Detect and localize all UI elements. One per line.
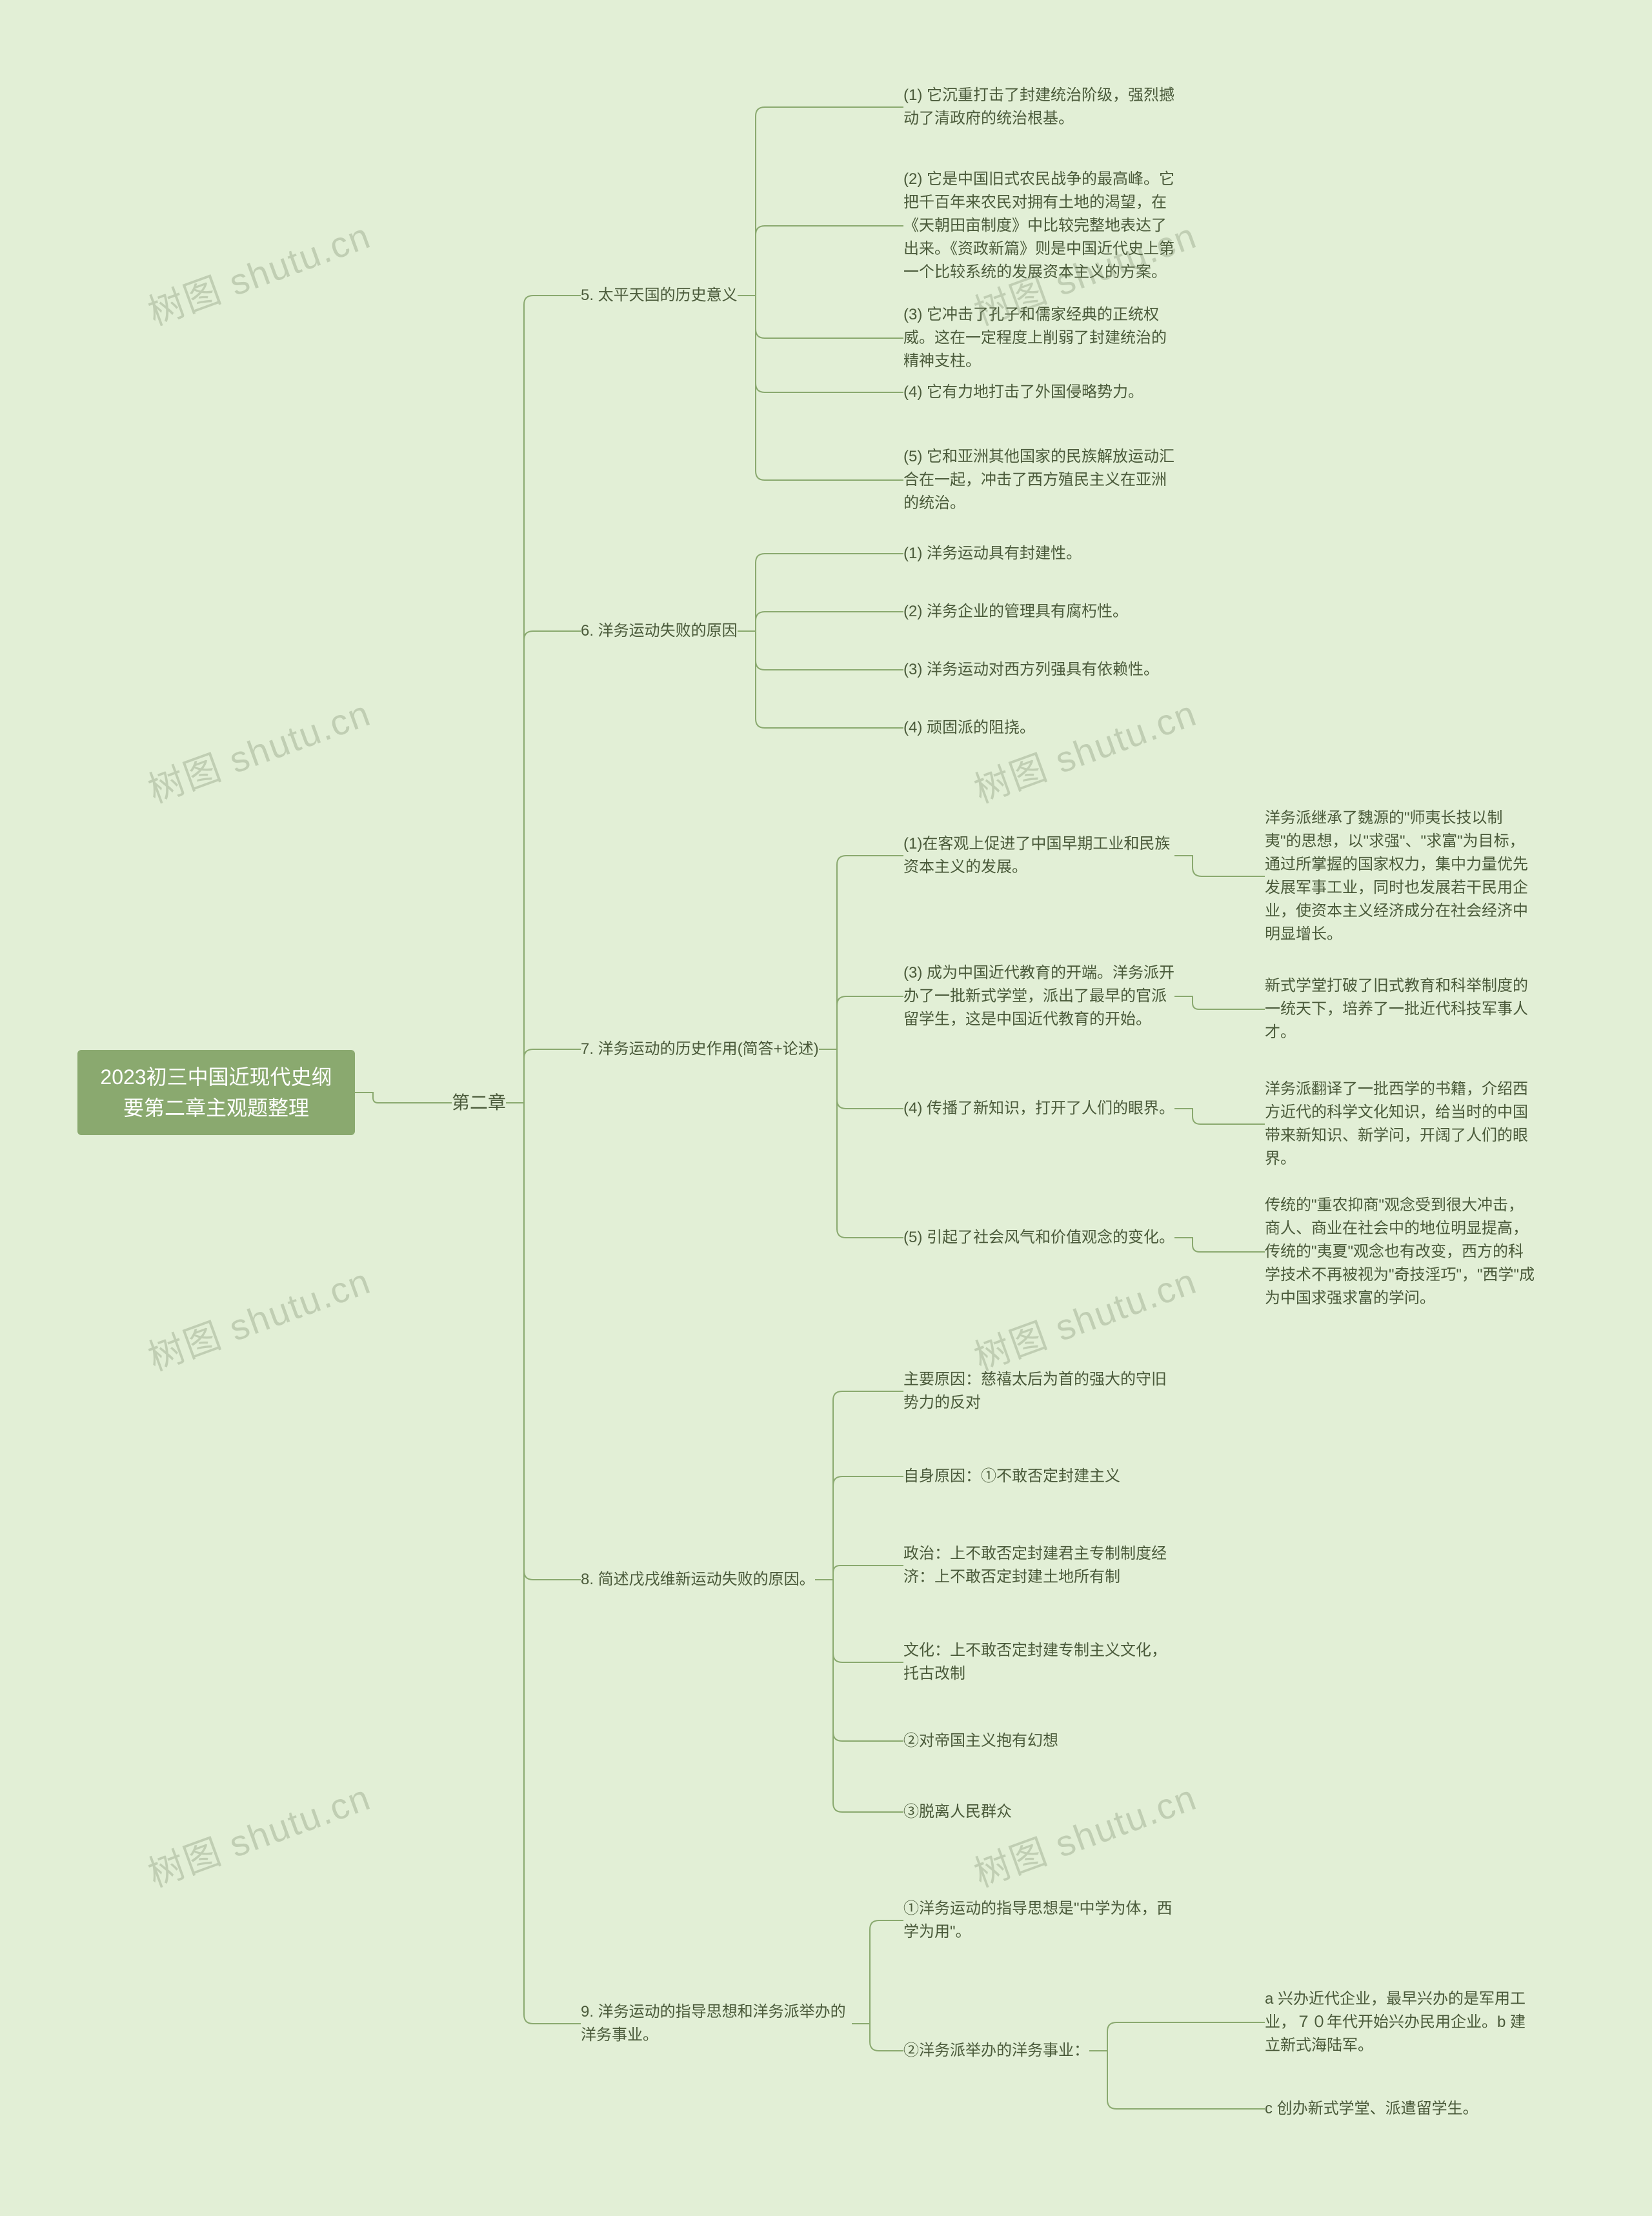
- root-text: 2023初三中国近现代史纲要第二章主观题整理: [100, 1065, 332, 1120]
- watermark: 树图 shutu.cn: [140, 1253, 377, 1382]
- leaf-t7_4: (4) 传播了新知识，打开了人们的眼界。: [903, 1097, 1174, 1120]
- leaf-t8_5: ②对帝国主义抱有幻想: [903, 1729, 1058, 1753]
- leaf-t5_2: (2) 它是中国旧式农民战争的最高峰。它把千百年来农民对拥有土地的渴望，在《天朝…: [903, 168, 1174, 284]
- leaf-t9_1: ①洋务运动的指导思想是"中学为体，西学为用"。: [903, 1897, 1174, 1944]
- leaf-t8_6: ③脱离人民群众: [903, 1800, 1012, 1824]
- leaf-t5_4: (4) 它有力地打击了外国侵略势力。: [903, 381, 1143, 404]
- watermark: 树图 shutu.cn: [966, 1769, 1203, 1898]
- topic-t7: 7. 洋务运动的历史作用(简答+论述): [581, 1038, 819, 1061]
- watermark: 树图 shutu.cn: [140, 207, 377, 336]
- chapter-text: 第二章: [452, 1093, 506, 1113]
- topic-t9: 9. 洋务运动的指导思想和洋务派举办的洋务事业。: [581, 2000, 852, 2047]
- leaf-t9_2: ②洋务派举办的洋务事业：: [903, 2039, 1089, 2062]
- topic-t8: 8. 简述戊戌维新运动失败的原因。: [581, 1568, 815, 1591]
- leaf-t9_2b: c 创办新式学堂、派遣留学生。: [1265, 2097, 1478, 2120]
- leaf-t6_3: (3) 洋务运动对西方列强具有依赖性。: [903, 658, 1159, 681]
- topic-t5: 5. 太平天国的历史意义: [581, 284, 738, 307]
- leaf-t8_2: 自身原因：①不敢否定封建主义: [903, 1465, 1120, 1488]
- root-node: 2023初三中国近现代史纲要第二章主观题整理: [77, 1050, 355, 1135]
- leaf-t7_4a: 洋务派翻译了一批西学的书籍，介绍西方近代的科学文化知识，给当时的中国带来新知识、…: [1265, 1078, 1536, 1171]
- leaf-t6_1: (1) 洋务运动具有封建性。: [903, 542, 1082, 565]
- leaf-t7_1a: 洋务派继承了魏源的"师夷长技以制夷"的思想，以"求强"、"求富"为目标，通过所掌…: [1265, 807, 1536, 946]
- watermark: 树图 shutu.cn: [140, 1769, 377, 1898]
- leaf-t7_5: (5) 引起了社会风气和价值观念的变化。: [903, 1226, 1174, 1249]
- topic-t6: 6. 洋务运动失败的原因: [581, 619, 738, 643]
- watermark: 树图 shutu.cn: [966, 1253, 1203, 1382]
- leaf-t7_1: (1)在客观上促进了中国早期工业和民族资本主义的发展。: [903, 832, 1174, 879]
- watermark: 树图 shutu.cn: [966, 685, 1203, 814]
- leaf-t8_3: 政治：上不敢否定封建君主专制制度经济：上不敢否定封建土地所有制: [903, 1542, 1174, 1589]
- leaf-t7_3: (3) 成为中国近代教育的开端。洋务派开办了一批新式学堂，派出了最早的官派留学生…: [903, 962, 1174, 1031]
- leaf-t5_3: (3) 它冲击了孔子和儒家经典的正统权威。这在一定程度上削弱了封建统治的精神支柱…: [903, 303, 1174, 373]
- watermark: 树图 shutu.cn: [140, 685, 377, 814]
- chapter-node: 第二章: [452, 1089, 506, 1116]
- leaf-t6_4: (4) 顽固派的阻挠。: [903, 716, 1035, 740]
- leaf-t5_1: (1) 它沉重打击了封建统治阶级，强烈撼动了清政府的统治根基。: [903, 84, 1174, 130]
- leaf-t7_3a: 新式学堂打破了旧式教育和科举制度的一统天下，培养了一批近代科技军事人才。: [1265, 974, 1536, 1044]
- leaf-t8_4: 文化：上不敢否定封建专制主义文化，托古改制: [903, 1639, 1174, 1686]
- leaf-t9_2a: a 兴办近代企业，最早兴办的是军用工业，７０年代开始兴办民用企业。b 建立新式海…: [1265, 1988, 1536, 2057]
- leaf-t8_1: 主要原因：慈禧太后为首的强大的守旧势力的反对: [903, 1368, 1174, 1415]
- leaf-t7_5a: 传统的"重农抑商"观念受到很大冲击，商人、商业在社会中的地位明显提高，传统的"夷…: [1265, 1194, 1536, 1310]
- leaf-t6_2: (2) 洋务企业的管理具有腐朽性。: [903, 600, 1128, 623]
- leaf-t5_5: (5) 它和亚洲其他国家的民族解放运动汇合在一起，冲击了西方殖民主义在亚洲的统治…: [903, 445, 1174, 515]
